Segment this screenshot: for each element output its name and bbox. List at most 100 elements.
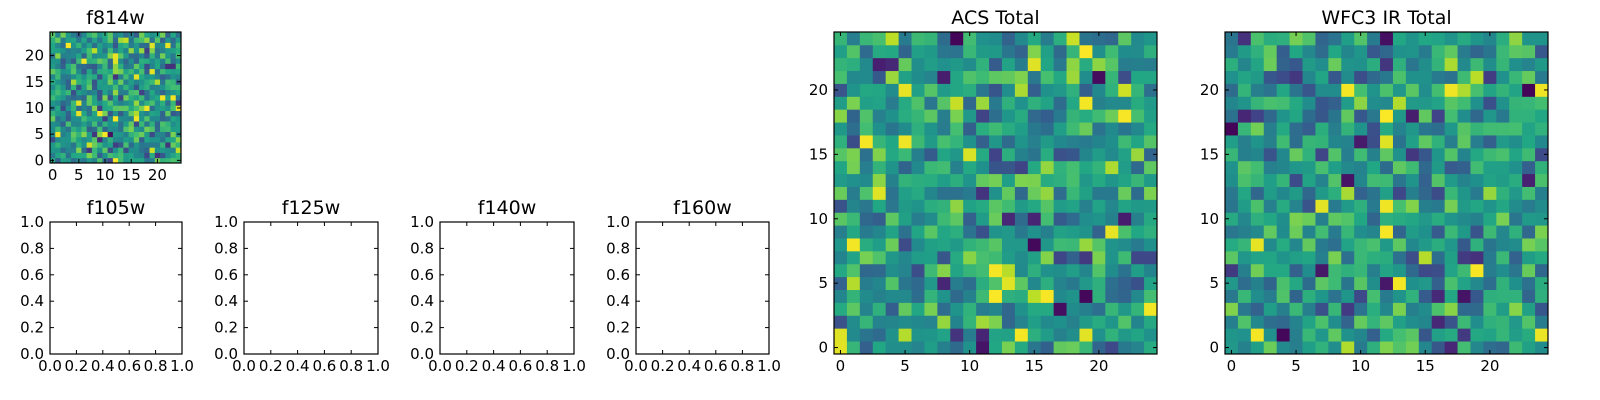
heatmap-cell [1392, 135, 1407, 149]
heatmap-cell [65, 47, 72, 54]
heatmap-cell [160, 42, 166, 49]
heatmap-cell [1263, 160, 1278, 175]
heatmap-cell [1535, 109, 1549, 123]
heatmap-cell [1225, 32, 1239, 46]
heatmap-cell [1444, 225, 1458, 239]
x-tick-label: 0.4 [677, 357, 701, 375]
heatmap-cell [898, 83, 912, 97]
heatmap-cell [1328, 302, 1342, 316]
heatmap-cell [1496, 160, 1510, 175]
heatmap-cell [1535, 238, 1549, 252]
heatmap-cell [1444, 212, 1458, 226]
heatmap-cell [70, 63, 77, 70]
heatmap-cell [1302, 250, 1316, 265]
heatmap-cell [1105, 341, 1119, 355]
heatmap-cell [107, 142, 114, 148]
heatmap-cell [924, 96, 938, 110]
heatmap-cell [1354, 147, 1368, 162]
heatmap-cell [76, 110, 82, 117]
y-tick-label: 20 [25, 47, 44, 65]
heatmap-cell [1014, 109, 1029, 123]
heatmap-cell [165, 84, 171, 91]
heatmap-cell [1496, 173, 1510, 187]
heatmap-cell [1470, 238, 1484, 252]
heatmap-cell [107, 68, 114, 75]
heatmap-cell [1144, 109, 1158, 123]
heatmap-cell [1014, 96, 1029, 110]
panel-f140w: f140w 0.0 0.2 0.4 0.6 0.8 1.0 0.00.20.40.60.8… [410, 197, 586, 375]
heatmap-cell [86, 84, 93, 91]
heatmap-cell [1496, 135, 1510, 149]
heatmap-cell [107, 63, 114, 70]
heatmap-cell [950, 341, 964, 355]
heatmap-cell [55, 58, 61, 64]
heatmap-cell [1131, 212, 1145, 226]
heatmap-cell [1053, 289, 1067, 303]
x-tick-label: 20 [1480, 357, 1499, 375]
heatmap-cell [1341, 135, 1355, 149]
heatmap-cell [1302, 225, 1316, 239]
y-tick-label: 0.6 [214, 266, 238, 284]
heatmap-cell [1405, 328, 1420, 342]
heatmap-cell [1380, 212, 1394, 226]
heatmap-cell [950, 70, 964, 84]
heatmap-cell [1496, 302, 1510, 316]
heatmap-cell [76, 42, 82, 49]
heatmap-cell [1027, 341, 1042, 355]
heatmap-cell [65, 84, 72, 91]
heatmap-cell [1509, 315, 1523, 329]
heatmap-cell [1250, 160, 1265, 175]
heatmap-cell [139, 32, 145, 38]
heatmap-cell [1522, 109, 1536, 123]
heatmap-cell [1276, 109, 1290, 123]
heatmap-cell [55, 42, 61, 49]
heatmap-cell [97, 105, 103, 111]
heatmap-cell [1144, 341, 1158, 355]
heatmap-cell [898, 57, 912, 72]
heatmap-cell [1027, 328, 1042, 342]
heatmap-cell [1118, 186, 1132, 200]
heatmap-cell [1470, 263, 1484, 278]
heatmap-cell [1131, 122, 1145, 136]
heatmap-cell [1040, 250, 1055, 265]
heatmap-cell [91, 37, 98, 43]
heatmap-cell [1483, 70, 1497, 84]
heatmap-cell [1302, 147, 1316, 162]
heatmap-cell [1496, 328, 1510, 342]
heatmap-cell [1144, 135, 1158, 149]
heatmap-cell [1014, 83, 1029, 97]
heatmap-cell [911, 315, 925, 329]
heatmap-cell [834, 147, 848, 162]
heatmap-cell [1027, 263, 1042, 278]
heatmap-cell [1367, 122, 1381, 136]
heatmap-cell [50, 100, 56, 106]
heatmap-cell [1496, 250, 1510, 265]
heatmap-cell [102, 147, 109, 153]
heatmap-cell [898, 250, 912, 265]
heatmap-cell [1118, 122, 1132, 136]
heatmap-cell [1237, 83, 1252, 97]
heatmap-cell [144, 110, 150, 117]
heatmap-cell [1131, 44, 1145, 59]
heatmap-cell [1483, 212, 1497, 226]
heatmap-cell [60, 157, 67, 164]
heatmap-cell [91, 121, 98, 127]
heatmap-cell [160, 73, 166, 80]
heatmap-cell [976, 276, 990, 290]
heatmap-cell [1040, 70, 1055, 84]
heatmap-cell [1380, 289, 1394, 303]
heatmap-cell [86, 147, 93, 153]
heatmap-cell [1328, 225, 1342, 239]
heatmap-cell [160, 126, 166, 132]
heatmap-cell [963, 263, 977, 278]
heatmap-cell [937, 173, 951, 187]
heatmap-cell [1001, 199, 1016, 213]
heatmap-cell [118, 52, 124, 59]
heatmap-cell [60, 131, 67, 138]
heatmap-cell [165, 105, 171, 111]
heatmap-cell [976, 212, 990, 226]
heatmap-cell [846, 83, 861, 97]
heatmap-cell [97, 110, 103, 117]
heatmap-cell [950, 328, 964, 342]
heatmap-cell [1380, 83, 1394, 97]
